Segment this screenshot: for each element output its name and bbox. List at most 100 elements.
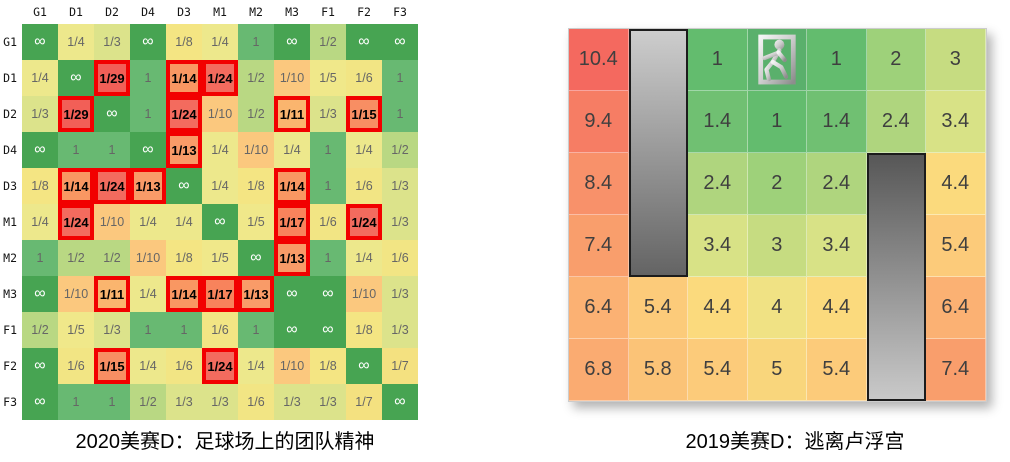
matrix-cell: 1/10 [274,60,310,96]
matrix-cell: ∞ [130,132,166,168]
matrix-cell: 1/4 [130,276,166,312]
matrix-cell: 1/4 [238,348,274,384]
matrix-row-header: G1 [3,35,17,49]
matrix-cell: 1 [130,60,166,96]
exit-cell [747,29,807,91]
matrix-col-header: F1 [321,5,335,19]
matrix-cell: 1/6 [346,60,382,96]
grid-cell: 3.4 [926,91,986,153]
matrix-cell: 1/4 [346,240,382,276]
matrix-cell: 1/10 [58,276,94,312]
matrix-cell: ∞ [238,240,274,276]
grid-cell: 1.4 [688,91,748,153]
matrix-cell: 1/24 [202,60,238,96]
matrix-col-header: M3 [285,5,299,19]
matrix-cell: 1/24 [202,348,238,384]
matrix-cell: 1/4 [22,204,58,240]
grid-cell: 7.4 [569,215,629,277]
matrix-cell: 1/14 [166,60,202,96]
matrix-cell: 1 [94,384,130,420]
matrix-row-header: D3 [3,179,17,193]
grid-cell: 9.4 [569,91,629,153]
matrix-cell: 1/4 [130,204,166,240]
matrix-cell: ∞ [274,24,310,60]
grid-cell: 5.4 [628,277,688,339]
matrix-cell: 1/4 [202,168,238,204]
matrix-cell: ∞ [382,24,418,60]
matrix-cell: 1 [382,96,418,132]
grid-cell: 2 [747,153,807,215]
matrix-cell: 1/29 [94,60,130,96]
matrix-cell: ∞ [94,96,130,132]
matrix-cell: 1/3 [382,168,418,204]
matrix-cell: 1/5 [238,204,274,240]
matrix-row-header: F1 [3,323,17,337]
left-caption: 2020美赛D：足球场上的团队精神 [75,431,375,453]
matrix-cell: 1 [94,132,130,168]
team-matrix-heatmap: G1 D1 D2 D4 D3 M1 M2 M3 F1 F2 F3 G1 ∞ 1/4 1/3 ∞ 1/8 1/4 1 ∞… [0,0,418,420]
matrix-cell: 1 [58,132,94,168]
matrix-cell: 1 [58,384,94,420]
matrix-cell: 1/6 [166,348,202,384]
matrix-cell: 1/3 [274,384,310,420]
grid-cell: 2.4 [688,153,748,215]
matrix-cell: 1/17 [274,204,310,240]
matrix-cell: 1/8 [22,168,58,204]
grid-cell: 3.4 [688,215,748,277]
matrix-cell: 1 [130,312,166,348]
grid-cell: 3.4 [807,215,867,277]
matrix-cell: 1/3 [94,24,130,60]
matrix-cell: 1/4 [22,60,58,96]
matrix-cell: 1 [238,312,274,348]
louvre-grid-heatmap: 10.4 1 1 2 3 9.4 1.4 1 1.4 2.4 3.4 8.4 2.4 2 2.4 4.4 7.4… [568,28,987,402]
matrix-cell: 1/6 [58,348,94,384]
grid-cell: 8.4 [569,153,629,215]
grid-cell: 4.4 [688,277,748,339]
matrix-cell: 1/14 [166,276,202,312]
matrix-cell: ∞ [22,132,58,168]
matrix-row-header: F3 [3,395,17,409]
matrix-cell: 1/3 [310,96,346,132]
matrix-corner [0,0,22,24]
matrix-col-header: D4 [141,5,155,19]
matrix-cell: ∞ [166,168,202,204]
grid-cell: 4 [747,277,807,339]
matrix-cell: 1/4 [58,24,94,60]
matrix-cell: 1/4 [130,348,166,384]
grid-cell: 5.4 [926,215,986,277]
matrix-cell: 1/3 [22,96,58,132]
grid-cell: 2 [866,29,926,91]
matrix-cell: ∞ [22,276,58,312]
matrix-cell: 1/14 [274,168,310,204]
matrix-cell: 1 [310,168,346,204]
matrix-col-header: M1 [213,5,227,19]
matrix-cell: 1/4 [274,132,310,168]
right-caption: 2019美赛D：逃离卢浮宫 [685,431,905,453]
matrix-cell: 1/4 [202,24,238,60]
matrix-col-header: M2 [249,5,263,19]
matrix-cell: 1/3 [310,384,346,420]
matrix-cell: 1/10 [94,204,130,240]
matrix-cell: ∞ [346,24,382,60]
matrix-cell: ∞ [310,276,346,312]
matrix-cell: 1/2 [94,240,130,276]
matrix-cell: 1/8 [166,24,202,60]
matrix-col-header: D1 [69,5,83,19]
matrix-cell: ∞ [22,24,58,60]
matrix-cell: 1 [310,132,346,168]
matrix-cell: 1/13 [166,132,202,168]
matrix-cell: 1/24 [166,96,202,132]
matrix-cell: 1 [310,240,346,276]
grid-cell: 4.4 [807,277,867,339]
matrix-cell: 1 [166,312,202,348]
matrix-cell: 1/3 [166,384,202,420]
matrix-cell: 1/4 [202,132,238,168]
matrix-cell: 1/10 [274,348,310,384]
grid-cell: 3 [747,215,807,277]
matrix-cell: 1/2 [310,24,346,60]
matrix-cell: ∞ [310,312,346,348]
matrix-cell: 1/2 [130,384,166,420]
matrix-row-header: D4 [3,143,17,157]
grid-cell: 4.4 [926,153,986,215]
grid-cell: 5 [747,339,807,401]
